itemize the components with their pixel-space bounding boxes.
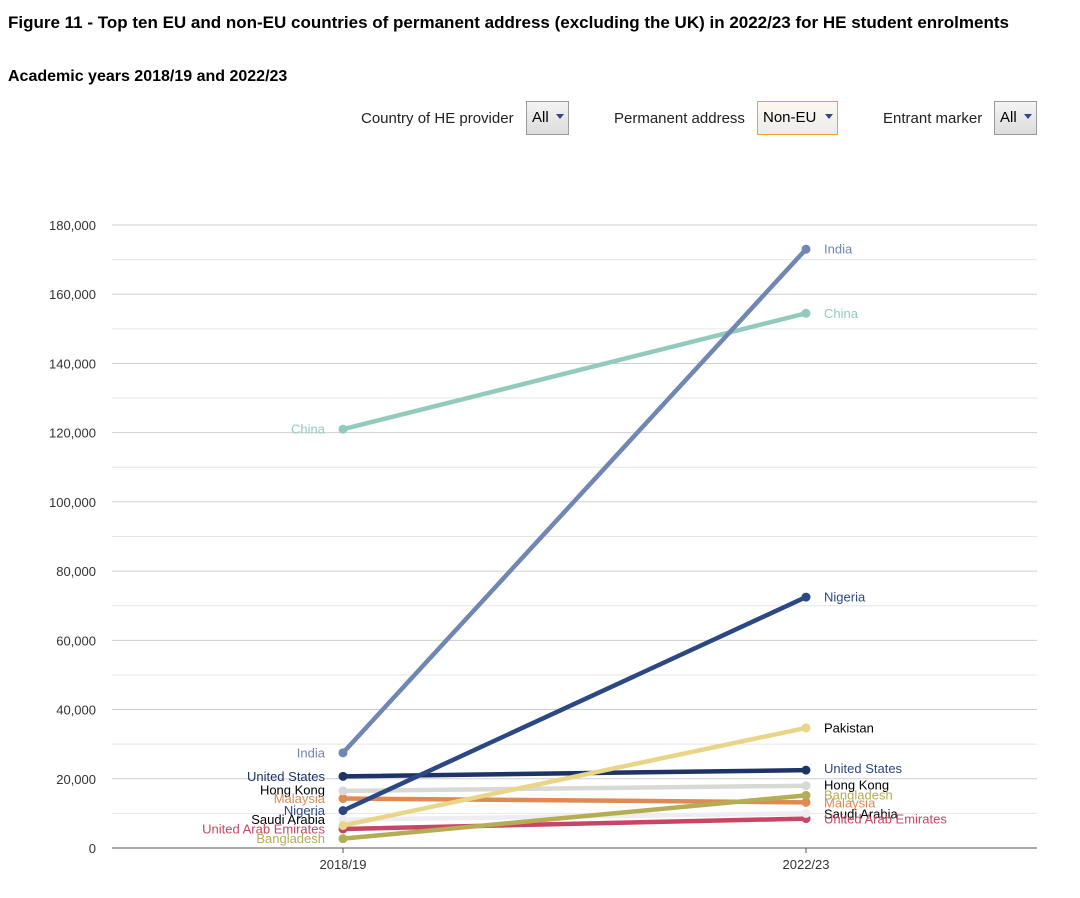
right-series-label: China: [824, 306, 859, 321]
y-tick-label: 120,000: [49, 426, 96, 441]
entrant-filter-label: Entrant marker: [883, 110, 983, 127]
chevron-down-icon: [825, 114, 833, 119]
right-series-label: Malaysia: [824, 796, 876, 811]
data-point: [801, 308, 811, 318]
left-series-label: Saudi Arabia: [251, 812, 325, 827]
y-tick-label: 180,000: [49, 218, 96, 233]
series-line: [340, 246, 809, 756]
entrant-select[interactable]: All: [994, 101, 1037, 135]
series-china: [338, 308, 811, 434]
chart-title: Figure 11 - Top ten EU and non-EU countr…: [8, 13, 1009, 32]
series-bangladesh: [338, 790, 811, 844]
data-point: [338, 748, 348, 758]
entrant-select-value: All: [1000, 109, 1017, 126]
data-point: [801, 765, 811, 775]
right-series-label: United States: [824, 761, 903, 776]
y-tick-label: 40,000: [56, 703, 96, 718]
provider-select[interactable]: All: [526, 101, 569, 135]
left-series-label: China: [291, 422, 326, 437]
x-tick-label: 2022/23: [783, 857, 830, 872]
y-tick-label: 0: [89, 841, 96, 856]
address-filter-label: Permanent address: [614, 110, 745, 127]
right-series-label: Pakistan: [824, 720, 874, 735]
data-point: [338, 821, 348, 831]
series-line: [340, 311, 809, 432]
data-point: [338, 786, 348, 796]
left-series-label: Bangladesh: [256, 831, 325, 846]
data-point: [801, 592, 811, 602]
address-select-value: Non-EU: [763, 109, 817, 126]
chevron-down-icon: [1024, 114, 1032, 119]
series-line: [340, 725, 809, 828]
left-series-label: Malaysia: [274, 791, 326, 806]
provider-select-value: All: [532, 109, 549, 126]
filter-bar: Country of HE provider All Permanent add…: [0, 100, 1080, 138]
series-line: [340, 783, 809, 794]
provider-filter-label: Country of HE provider: [361, 110, 514, 127]
left-series-label: United States: [247, 769, 326, 784]
series-hong-kong: [338, 781, 811, 796]
x-tick-label: 2018/19: [320, 857, 367, 872]
series-line: [340, 594, 809, 813]
chevron-down-icon: [556, 114, 564, 119]
y-tick-label: 100,000: [49, 495, 96, 510]
y-tick-label: 80,000: [56, 564, 96, 579]
right-series-label: Saudi Arabia: [824, 807, 898, 822]
series-india: [338, 244, 811, 758]
y-tick-label: 20,000: [56, 772, 96, 787]
slope-chart: 0 20,000 40,000 60,000 80,000 100,000 120,000 1…: [49, 218, 1037, 872]
data-point: [801, 797, 811, 807]
series-line: [340, 793, 809, 841]
left-series-label: Hong Kong: [260, 782, 325, 797]
right-series-label: India: [824, 242, 853, 257]
data-point: [338, 834, 348, 844]
right-series-label: Bangladesh: [824, 788, 893, 803]
data-point: [338, 794, 348, 804]
series-pakistan: [338, 723, 811, 831]
data-point: [338, 424, 348, 434]
y-tick-label: 140,000: [49, 356, 96, 371]
left-series-label: India: [297, 745, 326, 760]
series-line: [340, 816, 809, 832]
right-series-label: Hong Kong: [824, 778, 889, 793]
right-series-label: United Arab Emirates: [824, 811, 947, 826]
data-point: [801, 808, 811, 818]
left-series-label: Nigeria: [284, 803, 326, 818]
data-point: [338, 806, 348, 816]
y-tick-label: 160,000: [49, 287, 96, 302]
chart-subtitle: Academic years 2018/19 and 2022/23: [8, 68, 288, 85]
series-nigeria: [338, 592, 811, 816]
data-point: [338, 771, 348, 781]
y-tick-label: 60,000: [56, 633, 96, 648]
data-point: [801, 723, 811, 733]
address-select[interactable]: Non-EU: [757, 101, 838, 135]
data-point: [801, 790, 811, 800]
data-point: [801, 781, 811, 791]
right-series-label: Nigeria: [824, 590, 866, 605]
left-series-label: United Arab Emirates: [202, 821, 325, 836]
data-point: [801, 244, 811, 254]
